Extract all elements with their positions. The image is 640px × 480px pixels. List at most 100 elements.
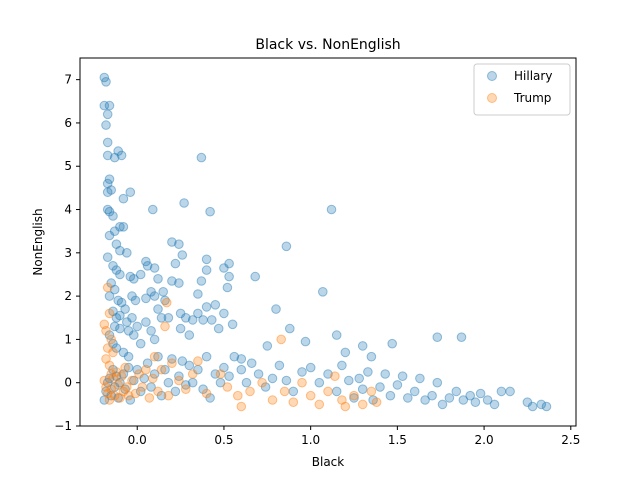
data-point-hillary bbox=[153, 304, 163, 314]
data-point-hillary bbox=[222, 282, 233, 293]
data-point-hillary bbox=[198, 315, 208, 325]
data-point-hillary bbox=[392, 380, 403, 390]
points-layer bbox=[99, 72, 552, 412]
data-point-trump bbox=[111, 367, 122, 377]
data-point-hillary bbox=[99, 100, 110, 111]
data-point-hillary bbox=[196, 152, 207, 163]
data-point-trump bbox=[122, 382, 132, 392]
data-point-hillary bbox=[125, 271, 136, 282]
data-point-hillary bbox=[149, 291, 160, 301]
data-point-hillary bbox=[177, 250, 188, 260]
data-point-hillary bbox=[201, 254, 212, 265]
data-point-trump bbox=[102, 282, 113, 293]
data-point-trump bbox=[314, 399, 325, 410]
data-point-hillary bbox=[129, 330, 139, 340]
x-tick-label: 1.5 bbox=[388, 433, 407, 447]
data-point-hillary bbox=[127, 313, 137, 323]
data-point-hillary bbox=[156, 313, 167, 323]
data-point-hillary bbox=[205, 206, 215, 217]
data-point-hillary bbox=[122, 317, 132, 327]
data-point-hillary bbox=[236, 354, 247, 364]
data-point-hillary bbox=[108, 211, 118, 221]
data-point-trump bbox=[115, 393, 125, 403]
data-point-hillary bbox=[127, 291, 137, 301]
data-point-hillary bbox=[109, 152, 120, 163]
data-point-trump bbox=[116, 371, 127, 382]
data-point-hillary bbox=[102, 377, 113, 388]
data-point-hillary bbox=[415, 373, 425, 384]
data-point-trump bbox=[144, 393, 155, 403]
data-point-trump bbox=[118, 386, 129, 397]
data-point-hillary bbox=[207, 315, 217, 325]
data-point-hillary bbox=[122, 248, 132, 258]
data-point-hillary bbox=[437, 399, 448, 410]
data-point-hillary bbox=[101, 120, 111, 130]
x-tick-label: 2.0 bbox=[475, 433, 494, 447]
data-point-hillary bbox=[181, 313, 191, 323]
data-point-hillary bbox=[219, 263, 229, 273]
data-point-hillary bbox=[123, 326, 134, 336]
data-point-hillary bbox=[115, 269, 125, 280]
data-point-hillary bbox=[104, 100, 115, 111]
data-point-hillary bbox=[108, 261, 118, 271]
data-point-trump bbox=[174, 375, 184, 386]
data-point-trump bbox=[123, 390, 134, 401]
data-point-hillary bbox=[130, 295, 141, 306]
data-point-hillary bbox=[184, 330, 195, 340]
data-point-trump bbox=[101, 326, 111, 336]
data-point-hillary bbox=[363, 367, 373, 377]
data-point-hillary bbox=[174, 278, 184, 288]
data-point-hillary bbox=[241, 377, 252, 388]
data-point-trump bbox=[99, 319, 110, 330]
x-tick-label: 0.0 bbox=[128, 433, 147, 447]
x-tick-label: 1.0 bbox=[301, 433, 320, 447]
data-point-trump bbox=[104, 360, 115, 371]
data-point-hillary bbox=[142, 261, 153, 271]
data-point-hillary bbox=[160, 295, 170, 306]
chart-title: Black vs. NonEnglish bbox=[255, 37, 400, 53]
data-point-hillary bbox=[271, 304, 281, 314]
data-point-trump bbox=[236, 401, 247, 412]
data-point-hillary bbox=[118, 222, 129, 232]
data-point-hillary bbox=[357, 384, 368, 395]
data-point-trump bbox=[288, 397, 299, 408]
data-point-hillary bbox=[158, 287, 168, 297]
data-point-hillary bbox=[201, 302, 212, 312]
data-point-hillary bbox=[109, 284, 120, 295]
data-point-hillary bbox=[102, 187, 113, 197]
data-point-hillary bbox=[174, 239, 184, 249]
legend-box bbox=[473, 63, 571, 116]
data-point-hillary bbox=[116, 150, 127, 161]
data-point-hillary bbox=[300, 336, 311, 347]
data-point-hillary bbox=[253, 369, 264, 379]
data-point-trump bbox=[245, 386, 255, 397]
data-point-hillary bbox=[187, 315, 198, 325]
data-point-hillary bbox=[115, 310, 125, 321]
data-point-hillary bbox=[224, 371, 234, 382]
data-point-hillary bbox=[387, 338, 398, 349]
data-point-hillary bbox=[179, 198, 189, 208]
data-point-hillary bbox=[427, 390, 437, 401]
data-point-hillary bbox=[115, 245, 125, 256]
data-point-trump bbox=[102, 388, 113, 399]
data-point-hillary bbox=[210, 300, 221, 310]
data-point-hillary bbox=[139, 373, 149, 384]
data-point-hillary bbox=[349, 393, 359, 403]
data-point-hillary bbox=[135, 269, 146, 280]
data-point-trump bbox=[366, 386, 377, 397]
data-point-hillary bbox=[380, 369, 391, 379]
y-tick-label: 3 bbox=[64, 246, 72, 260]
data-point-trump bbox=[267, 395, 278, 405]
y-axis: −1 0 1 2 3 4 5 6 7 bbox=[54, 73, 80, 433]
data-point-hillary bbox=[104, 330, 115, 340]
data-point-trump bbox=[127, 375, 137, 386]
data-point-trump bbox=[102, 343, 113, 353]
data-point-hillary bbox=[118, 347, 129, 358]
data-point-trump bbox=[193, 356, 203, 366]
data-point-hillary bbox=[193, 308, 203, 319]
data-point-hillary bbox=[496, 386, 507, 397]
data-point-trump bbox=[340, 401, 351, 412]
data-point-hillary bbox=[368, 395, 378, 405]
data-point-hillary bbox=[125, 395, 136, 405]
data-point-hillary bbox=[101, 386, 111, 397]
